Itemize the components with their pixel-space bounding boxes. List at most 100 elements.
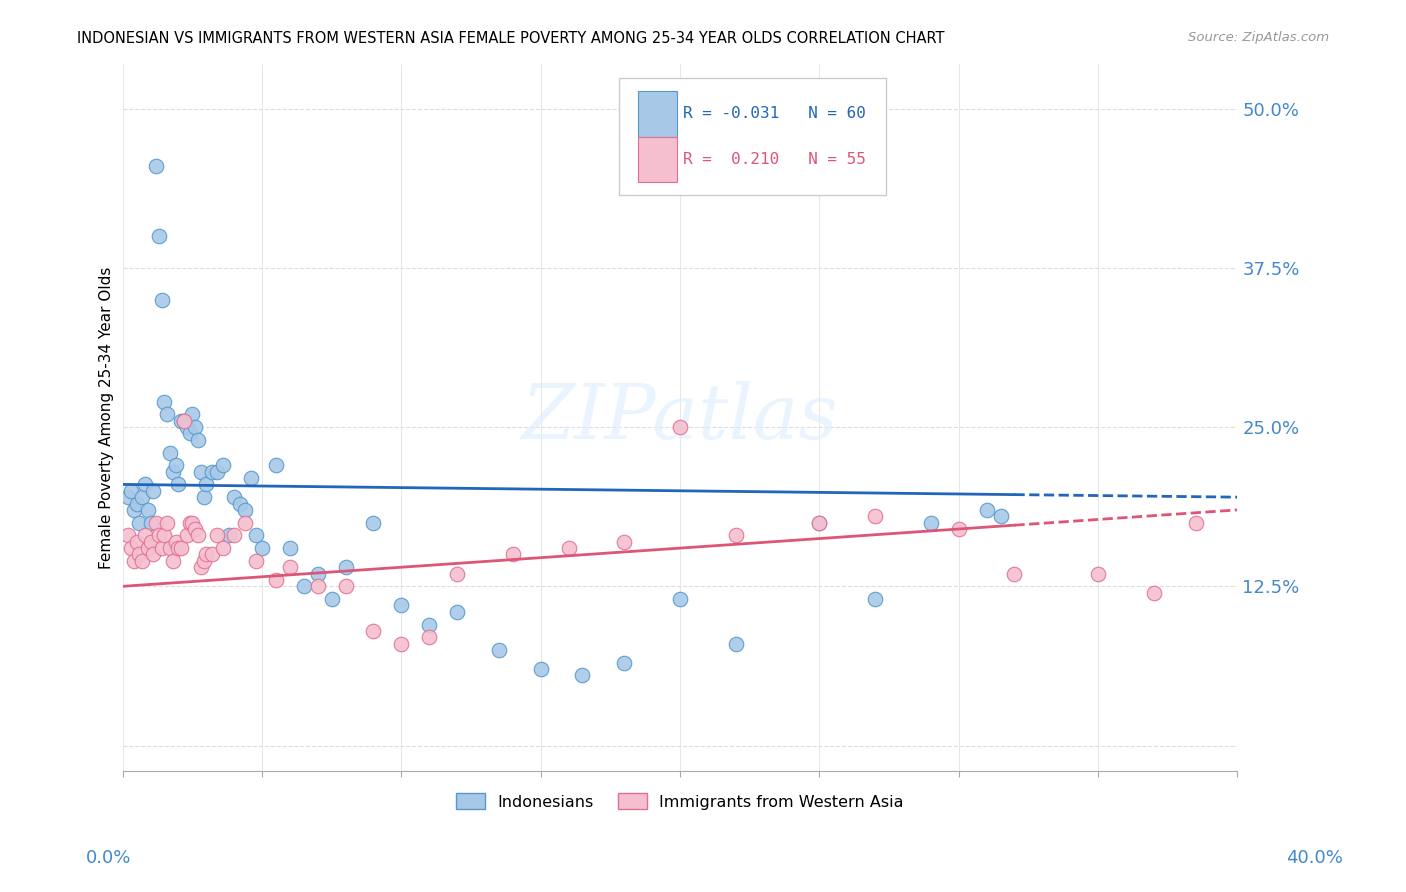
Point bbox=[669, 420, 692, 434]
Point bbox=[122, 554, 145, 568]
Point bbox=[224, 528, 246, 542]
Point bbox=[976, 503, 998, 517]
Point bbox=[156, 516, 179, 530]
Y-axis label: Female Poverty Among 25-34 Year Olds: Female Poverty Among 25-34 Year Olds bbox=[100, 267, 114, 569]
Point bbox=[808, 516, 831, 530]
Point bbox=[245, 528, 267, 542]
Point bbox=[190, 560, 212, 574]
Text: ZIPatlas: ZIPatlas bbox=[522, 381, 838, 455]
Point bbox=[292, 579, 315, 593]
Point bbox=[190, 465, 212, 479]
Point bbox=[363, 516, 385, 530]
Point bbox=[122, 503, 145, 517]
Text: 0.0%: 0.0% bbox=[86, 849, 131, 867]
Point bbox=[278, 560, 301, 574]
Point bbox=[195, 548, 218, 562]
Point bbox=[134, 477, 156, 491]
FancyBboxPatch shape bbox=[619, 78, 886, 194]
FancyBboxPatch shape bbox=[638, 136, 676, 183]
Point bbox=[207, 528, 229, 542]
Point bbox=[863, 592, 886, 607]
Point bbox=[125, 534, 148, 549]
Point bbox=[156, 408, 179, 422]
Point bbox=[184, 420, 207, 434]
Point bbox=[1143, 585, 1166, 599]
Point bbox=[193, 554, 215, 568]
Point bbox=[131, 554, 153, 568]
Point bbox=[117, 528, 139, 542]
Point bbox=[201, 548, 224, 562]
Point bbox=[418, 630, 440, 644]
Point bbox=[920, 516, 942, 530]
Point bbox=[139, 534, 162, 549]
Point bbox=[120, 483, 142, 498]
Point bbox=[488, 643, 510, 657]
Point bbox=[233, 503, 256, 517]
Point bbox=[139, 516, 162, 530]
Point bbox=[170, 414, 193, 428]
Point bbox=[173, 414, 195, 428]
Point bbox=[502, 548, 524, 562]
Point bbox=[278, 541, 301, 555]
Text: 40.0%: 40.0% bbox=[1286, 849, 1343, 867]
Point bbox=[136, 503, 159, 517]
Point bbox=[250, 541, 273, 555]
Point bbox=[181, 516, 204, 530]
Point bbox=[863, 509, 886, 524]
Point bbox=[165, 534, 187, 549]
Point bbox=[201, 465, 224, 479]
Point bbox=[176, 420, 198, 434]
Point bbox=[418, 617, 440, 632]
Text: R = -0.031   N = 60: R = -0.031 N = 60 bbox=[683, 106, 866, 121]
Point bbox=[229, 496, 252, 510]
Point bbox=[307, 579, 329, 593]
Point bbox=[335, 560, 357, 574]
Point bbox=[187, 528, 209, 542]
Text: Source: ZipAtlas.com: Source: ZipAtlas.com bbox=[1188, 31, 1329, 45]
Point bbox=[179, 516, 201, 530]
Point bbox=[335, 579, 357, 593]
Point bbox=[153, 394, 176, 409]
Point bbox=[187, 433, 209, 447]
Point bbox=[212, 541, 235, 555]
Point bbox=[363, 624, 385, 638]
Point bbox=[571, 668, 593, 682]
Point bbox=[948, 522, 970, 536]
FancyBboxPatch shape bbox=[638, 91, 676, 136]
Point bbox=[162, 465, 184, 479]
Point bbox=[125, 496, 148, 510]
Point bbox=[150, 541, 173, 555]
Point bbox=[1184, 516, 1206, 530]
Point bbox=[724, 637, 747, 651]
Point bbox=[446, 566, 468, 581]
Text: INDONESIAN VS IMMIGRANTS FROM WESTERN ASIA FEMALE POVERTY AMONG 25-34 YEAR OLDS : INDONESIAN VS IMMIGRANTS FROM WESTERN AS… bbox=[77, 31, 945, 46]
Point bbox=[207, 465, 229, 479]
Point bbox=[128, 548, 150, 562]
Point bbox=[153, 528, 176, 542]
Point bbox=[148, 528, 170, 542]
Point bbox=[148, 229, 170, 244]
Point bbox=[159, 541, 181, 555]
Point bbox=[167, 541, 190, 555]
Point bbox=[145, 159, 167, 173]
Point bbox=[176, 528, 198, 542]
Point bbox=[167, 477, 190, 491]
Point bbox=[233, 516, 256, 530]
Point bbox=[389, 637, 412, 651]
Point bbox=[128, 516, 150, 530]
Point bbox=[179, 426, 201, 441]
Point bbox=[159, 445, 181, 459]
Point bbox=[239, 471, 262, 485]
Point bbox=[613, 656, 636, 670]
Point bbox=[131, 490, 153, 504]
Point bbox=[245, 554, 267, 568]
Point bbox=[150, 293, 173, 307]
Point bbox=[990, 509, 1012, 524]
Point bbox=[142, 483, 165, 498]
Point bbox=[613, 534, 636, 549]
Point bbox=[446, 605, 468, 619]
Point bbox=[162, 554, 184, 568]
Point bbox=[530, 662, 553, 676]
Point bbox=[808, 516, 831, 530]
Point bbox=[165, 458, 187, 473]
